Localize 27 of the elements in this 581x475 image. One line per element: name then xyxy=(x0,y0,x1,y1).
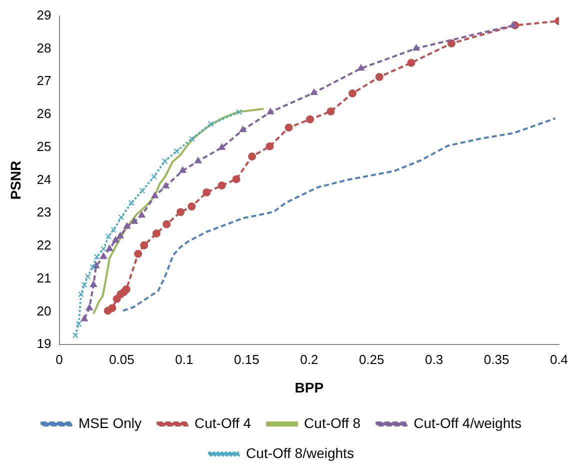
x-tick-label: 0.1 xyxy=(175,352,194,367)
y-tick-label: 20 xyxy=(36,303,52,318)
x-tick-label: 0.35 xyxy=(484,352,510,367)
x-tick-label: 0.2 xyxy=(300,352,318,367)
y-tick-label: 24 xyxy=(36,172,52,187)
legend-label: Cut-Off 8 xyxy=(304,414,361,431)
legend-label: Cut-Off 8/weights xyxy=(246,444,354,461)
x-tick-label: 0.25 xyxy=(358,352,384,367)
x-tick-label: 0.4 xyxy=(550,352,568,367)
y-tick-label: 29 xyxy=(36,7,52,22)
y-tick-label: 28 xyxy=(36,40,52,56)
y-tick-label: 23 xyxy=(36,204,52,220)
x-tick-label: 0 xyxy=(56,352,63,367)
x-axis-title: BPP xyxy=(294,379,324,396)
y-tick-label: 25 xyxy=(36,138,52,154)
y-tick-label: 21 xyxy=(36,270,52,286)
legend-label: Cut-Off 4 xyxy=(194,414,252,431)
y-tick-label: 19 xyxy=(36,336,52,352)
x-tick-label: 0.05 xyxy=(109,352,134,367)
legend-label: Cut-Off 4/weights xyxy=(414,414,522,431)
y-tick-label: 27 xyxy=(36,73,52,88)
y-axis-title: PSNR xyxy=(7,160,24,200)
y-tick-label: 26 xyxy=(36,106,52,122)
legend-label: MSE Only xyxy=(78,414,142,431)
y-tick-label: 22 xyxy=(36,238,52,253)
x-tick-label: 0.15 xyxy=(234,352,260,367)
x-tick-label: 0.3 xyxy=(425,352,444,367)
